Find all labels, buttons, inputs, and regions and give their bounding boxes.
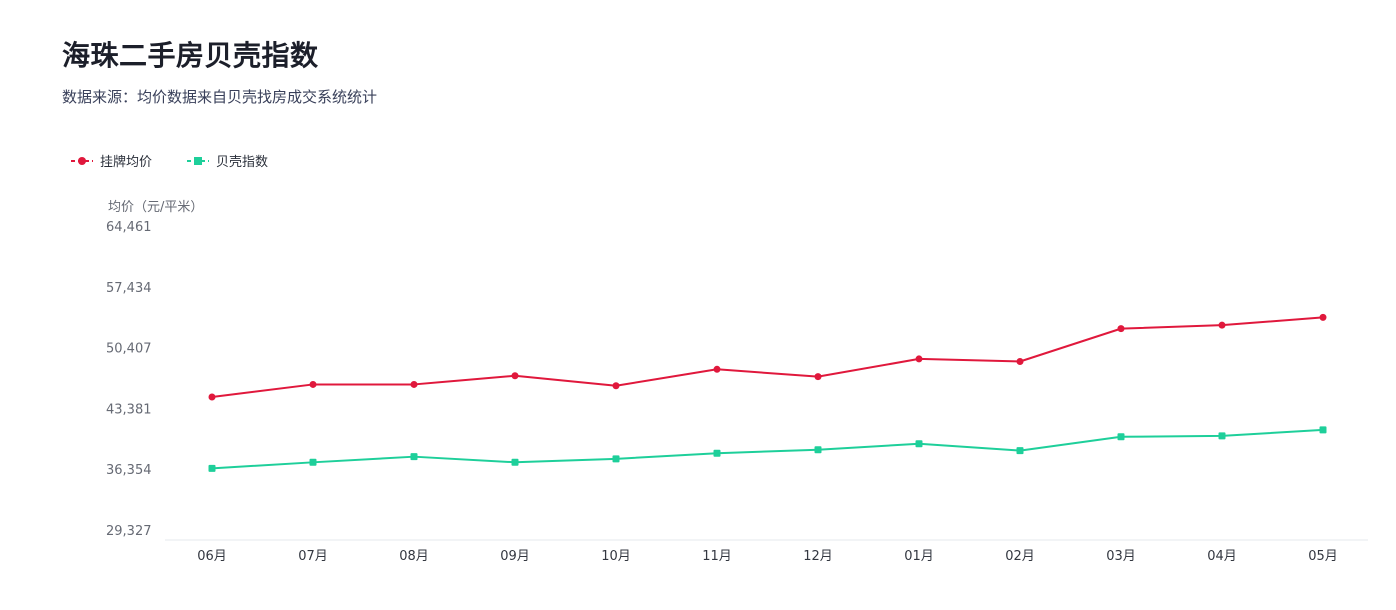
data-point-beike-index[interactable] — [1117, 433, 1125, 441]
data-point-listing-price[interactable] — [1016, 358, 1024, 366]
data-point-beike-index[interactable] — [915, 440, 923, 448]
y-tick-label: 57,434 — [106, 281, 152, 296]
series-line-listing-price — [211, 316, 1324, 398]
y-tick-label: 50,407 — [106, 342, 152, 357]
x-tick-label: 01月 — [904, 549, 934, 564]
data-point-listing-price[interactable] — [915, 355, 923, 363]
x-tick-label: 09月 — [500, 549, 530, 564]
legend-label-listing-price: 挂牌均价 — [100, 155, 153, 170]
x-tick-label: 04月 — [1207, 549, 1237, 564]
data-point-listing-price[interactable] — [612, 382, 620, 390]
x-tick-label: 11月 — [702, 549, 732, 564]
data-point-beike-index[interactable] — [713, 449, 721, 457]
data-point-beike-index[interactable] — [511, 458, 519, 466]
data-point-beike-index[interactable] — [1016, 447, 1024, 455]
x-axis-ticks: 06月 07月 08月 09月 10月 11月 12月 01月 02月 03月 04月 05月 — [197, 549, 1338, 564]
data-point-beike-index[interactable] — [1319, 426, 1327, 434]
x-tick-label: 08月 — [399, 549, 429, 564]
data-point-listing-price[interactable] — [1319, 313, 1327, 321]
data-point-beike-index[interactable] — [814, 446, 822, 454]
data-point-listing-price[interactable] — [1218, 321, 1226, 329]
data-point-listing-price[interactable] — [511, 372, 519, 380]
series-lines — [211, 316, 1324, 470]
x-tick-label: 05月 — [1308, 549, 1338, 564]
x-tick-label: 12月 — [803, 549, 833, 564]
page-title: 海珠二手房贝壳指数 — [62, 39, 319, 72]
y-tick-label: 29,327 — [106, 524, 152, 539]
data-point-listing-price[interactable] — [410, 380, 418, 388]
series-points — [208, 313, 1327, 472]
data-point-listing-price[interactable] — [208, 393, 216, 401]
data-point-listing-price[interactable] — [1117, 325, 1125, 333]
legend-label-beike-index: 贝壳指数 — [216, 155, 269, 170]
data-point-beike-index[interactable] — [1218, 432, 1226, 440]
y-tick-label: 43,381 — [106, 402, 152, 417]
data-point-listing-price[interactable] — [814, 373, 822, 381]
data-point-beike-index[interactable] — [208, 464, 216, 472]
data-point-beike-index[interactable] — [612, 455, 620, 463]
x-tick-label: 06月 — [197, 549, 227, 564]
legend-item-beike-index[interactable]: 贝壳指数 — [186, 151, 268, 170]
y-tick-label: 64,461 — [106, 220, 152, 235]
y-axis-label: 均价（元/平米） — [108, 200, 203, 215]
square-marker-icon — [187, 156, 210, 165]
series-line-beike-index — [211, 428, 1324, 470]
legend-item-listing-price[interactable]: 挂牌均价 — [70, 151, 152, 170]
y-tick-label: 36,354 — [106, 463, 152, 478]
data-point-beike-index[interactable] — [410, 453, 418, 461]
y-axis-ticks: 29,327 36,354 43,381 50,407 57,434 64,461 — [106, 220, 152, 539]
x-tick-label: 07月 — [298, 549, 328, 564]
x-tick-label: 02月 — [1005, 549, 1035, 564]
data-point-beike-index[interactable] — [309, 458, 317, 466]
data-point-listing-price[interactable] — [713, 365, 721, 373]
page-subtitle: 数据来源：均价数据来自贝壳找房成交系统统计 — [62, 88, 378, 106]
data-point-listing-price[interactable] — [309, 380, 317, 388]
chart-legend: 挂牌均价 贝壳指数 — [70, 151, 268, 170]
x-tick-label: 10月 — [601, 549, 631, 564]
x-tick-label: 03月 — [1106, 549, 1136, 564]
circle-marker-icon — [71, 156, 93, 165]
